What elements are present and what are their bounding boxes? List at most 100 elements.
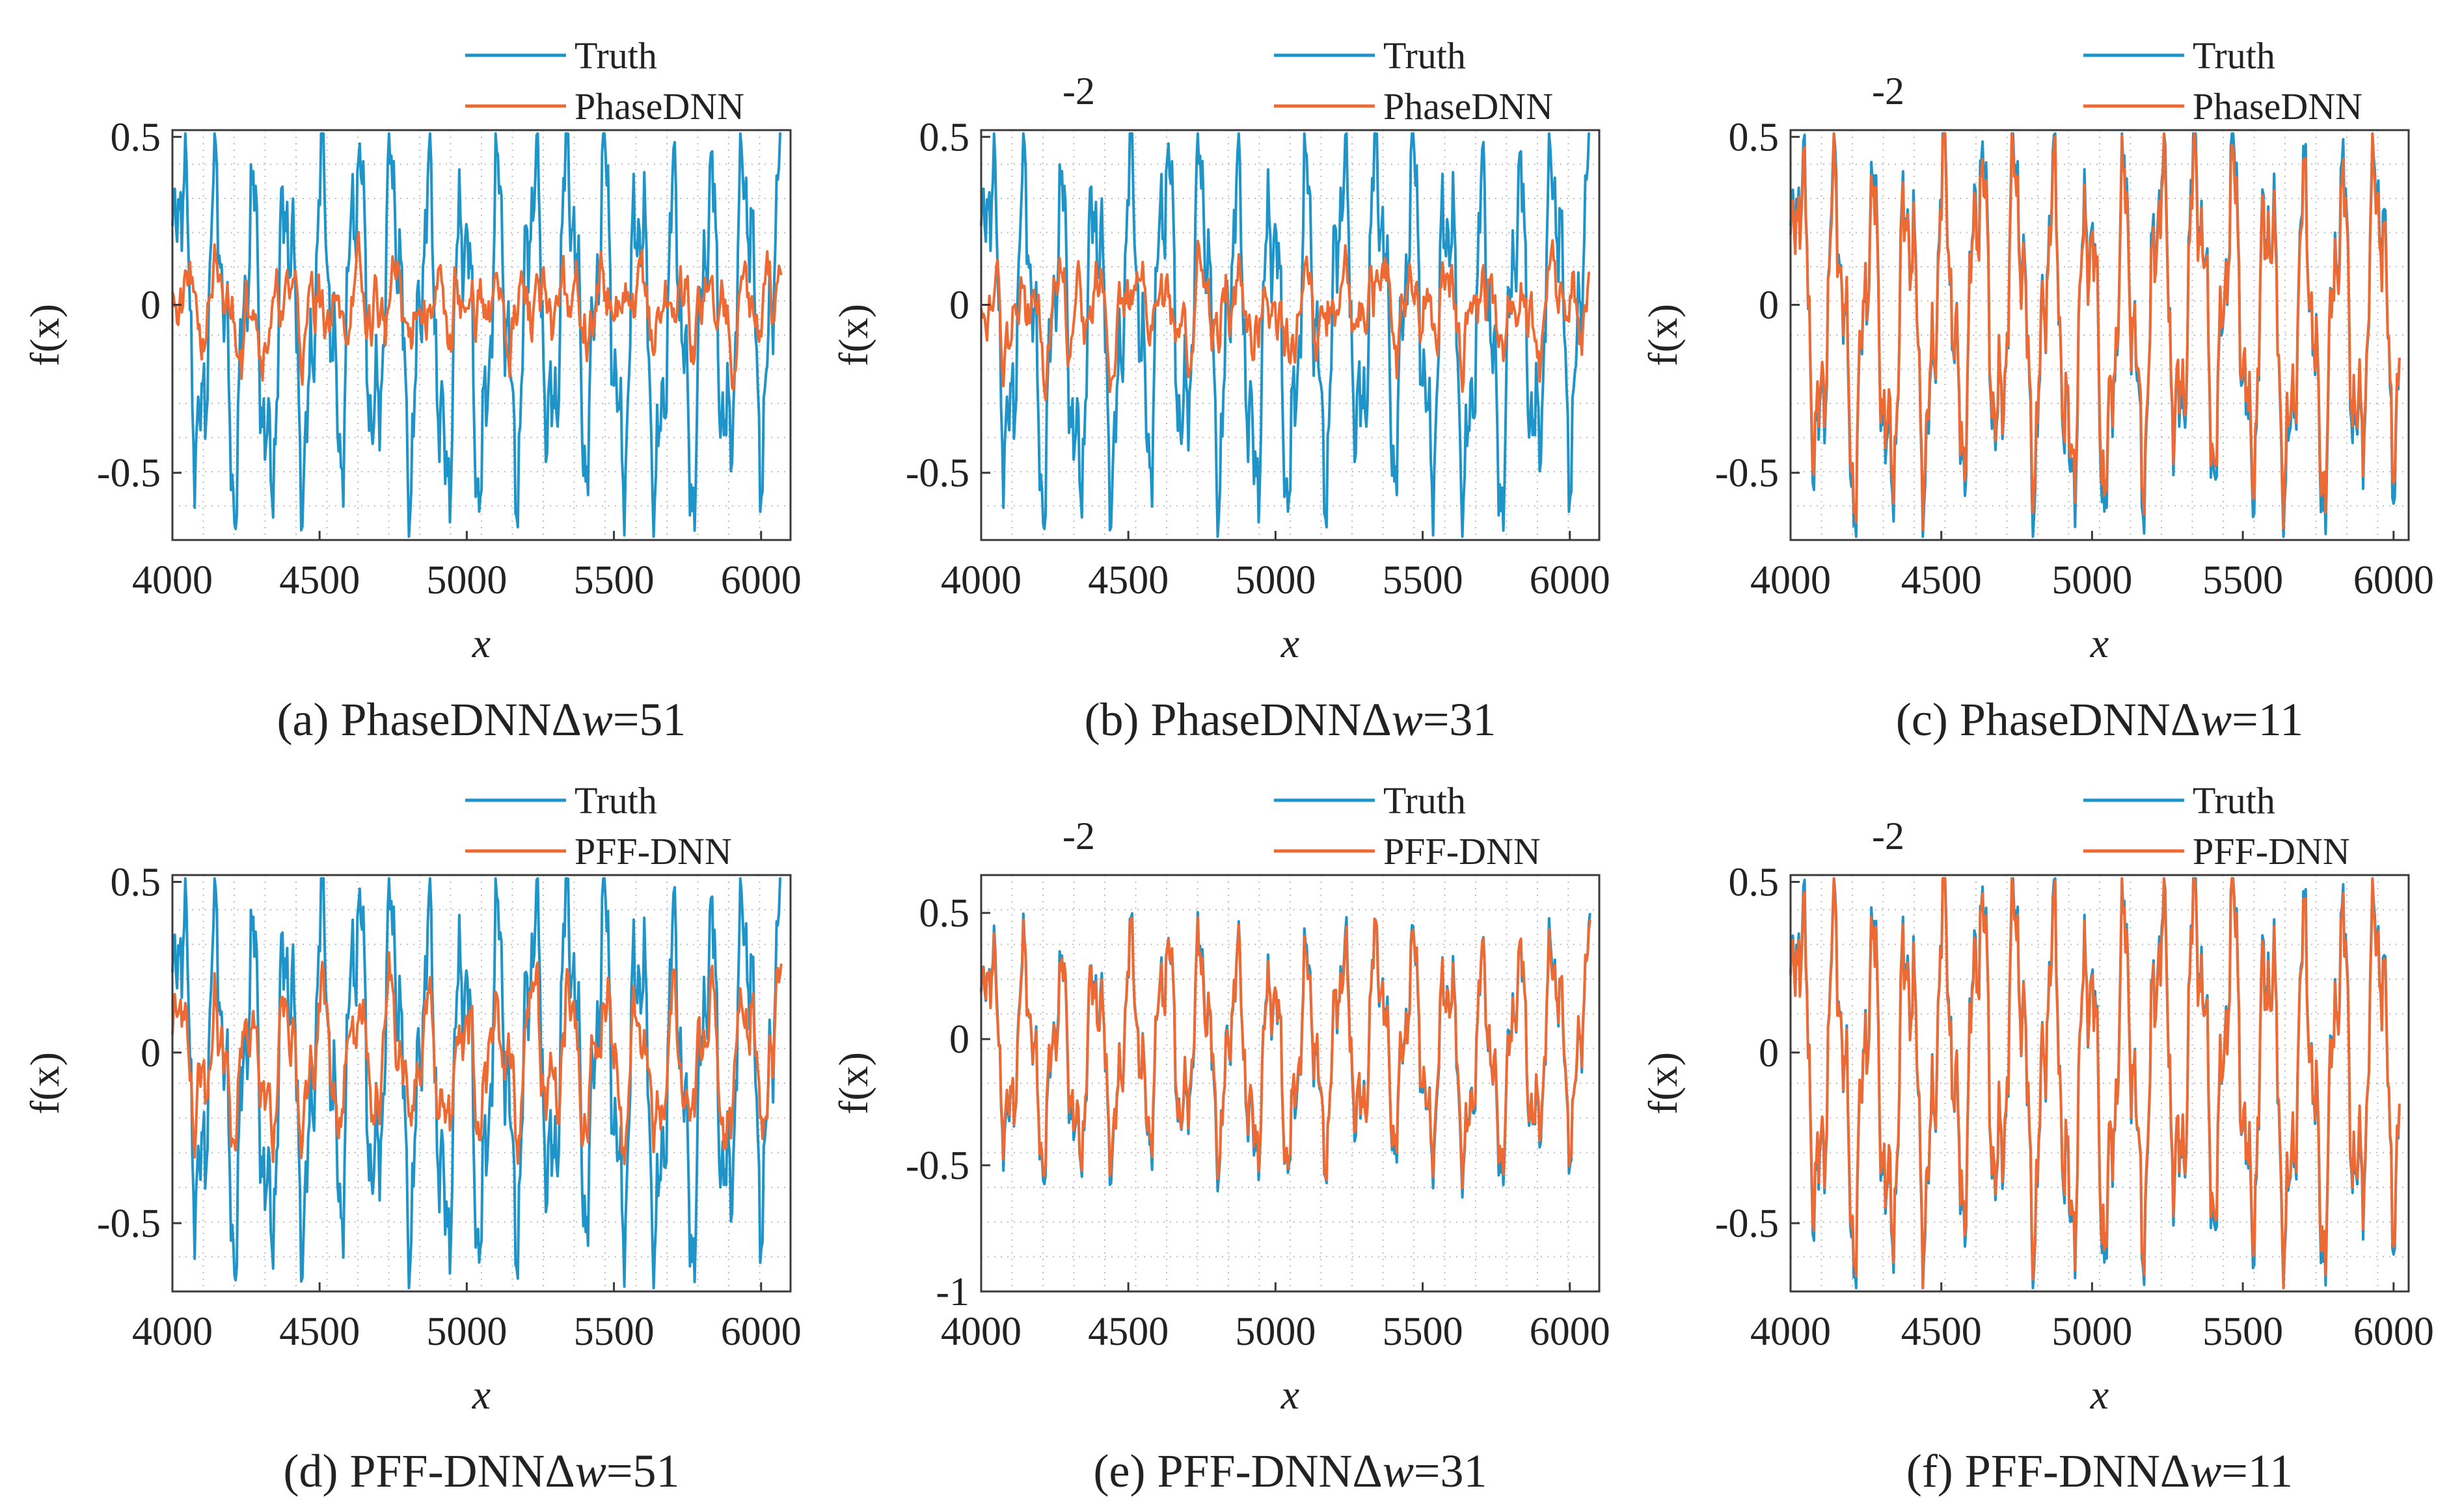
y-tick-label: -0.5 <box>1715 1202 1779 1246</box>
x-tick-label: 4500 <box>1901 558 1982 602</box>
legend-entry: PFF-DNN <box>2193 830 2350 872</box>
x-axis-label: x <box>2090 1371 2109 1418</box>
legend-entry: PhaseDNN <box>1383 85 1553 128</box>
x-tick-label: 5500 <box>574 558 655 602</box>
y-tick-label: 0.5 <box>919 891 970 936</box>
y-tick-label: 0 <box>141 284 161 328</box>
y-tick-label: -0.5 <box>906 452 969 496</box>
axis-exponent: -2 <box>1872 70 1904 113</box>
caption-prefix: (f) <box>1906 1445 1965 1497</box>
chart-caption: (c) PhaseDNNΔw=11 <box>1896 694 2303 746</box>
series-line-truth <box>171 132 781 538</box>
x-tick-label: 5000 <box>426 1310 507 1354</box>
x-axis-label: x <box>472 620 491 666</box>
chart-caption: (d) PFF-DNNΔw=51 <box>284 1445 680 1497</box>
x-tick-label: 4000 <box>132 1310 213 1354</box>
x-tick-label: 6000 <box>1530 1310 1610 1354</box>
x-tick-label: 4000 <box>1750 558 1831 602</box>
chart-panel-b: 4000 4500 5000 5500 6000 -0.5 0 0.5 -2 x f(x) Truth… <box>830 34 1610 746</box>
y-tick-label: 0.5 <box>111 860 161 904</box>
x-axis-label: x <box>472 1371 491 1418</box>
y-tick-label: -0.5 <box>97 1202 161 1246</box>
legend-entry: PFF-DNN <box>1383 830 1541 872</box>
x-tick-label: 5500 <box>1383 558 1463 602</box>
chart-panel-c: 4000 4500 5000 5500 6000 -0.5 0 0.5 -2 x f(x) Truth… <box>1640 34 2434 746</box>
axes-box <box>1789 129 2410 541</box>
y-tick-label: 0.5 <box>1729 860 1779 904</box>
x-tick-label: 4500 <box>279 558 360 602</box>
caption-prefix: (d) <box>284 1445 350 1497</box>
y-tick-label: -0.5 <box>1715 452 1779 496</box>
x-tick-label: 4500 <box>1088 1310 1169 1354</box>
caption-delta: Δ <box>2171 694 2200 746</box>
legend-entry: Truth <box>2193 34 2275 77</box>
caption-value: =51 <box>613 694 686 746</box>
caption-prefix: (e) <box>1094 1445 1157 1497</box>
caption-delta: Δ <box>1361 694 1391 746</box>
x-tick-label: 5000 <box>1235 1310 1316 1354</box>
chart-caption: (b) PhaseDNNΔw=31 <box>1085 694 1496 746</box>
legend-entry: Truth <box>2193 779 2275 822</box>
caption-method: PhaseDNN <box>1151 694 1362 746</box>
x-axis-label: x <box>2090 620 2109 666</box>
axis-exponent: -2 <box>1062 70 1095 113</box>
axes-box <box>171 874 792 1293</box>
legend-entry: Truth <box>575 779 657 822</box>
series-line-pff-dnn <box>1789 877 2401 1289</box>
chart-panel-f: 4000 4500 5000 5500 6000 -0.5 0 0.5 -2 x f(x) Truth… <box>1640 779 2434 1497</box>
x-axis-label: x <box>1280 620 1299 666</box>
axis-exponent: -2 <box>1062 815 1095 857</box>
axes-box <box>171 129 792 541</box>
x-tick-label: 6000 <box>1530 558 1610 602</box>
x-tick-label: 5500 <box>1383 1310 1463 1354</box>
caption-var: w <box>575 1445 606 1497</box>
x-tick-label: 6000 <box>2353 1310 2434 1354</box>
caption-prefix: (c) <box>1896 694 1960 746</box>
caption-delta: Δ <box>551 694 581 746</box>
y-tick-label: 0 <box>1759 284 1779 328</box>
x-tick-label: 4500 <box>1901 1310 1982 1354</box>
y-tick-label: -0.5 <box>97 452 161 496</box>
legend-entry: PFF-DNN <box>575 830 732 872</box>
caption-var: w <box>582 694 613 746</box>
caption-prefix: (a) <box>277 694 341 746</box>
x-tick-label: 5000 <box>426 558 507 602</box>
y-tick-label: -1 <box>936 1270 969 1314</box>
caption-method: PFF-DNN <box>349 1445 545 1497</box>
y-tick-label: 0 <box>141 1031 161 1075</box>
chart-caption: (e) PFF-DNNΔw=31 <box>1094 1445 1487 1497</box>
series-line-phasednn <box>1789 132 2401 531</box>
series-line-pff-dnn <box>980 916 1591 1190</box>
x-tick-label: 4500 <box>1088 558 1169 602</box>
series-line-pff-dnn <box>171 951 783 1165</box>
x-tick-label: 6000 <box>721 1310 802 1354</box>
x-tick-label: 4000 <box>1750 1310 1831 1354</box>
x-tick-label: 5500 <box>574 1310 655 1354</box>
x-tick-label: 5500 <box>2202 558 2283 602</box>
y-tick-label: 0.5 <box>111 115 161 159</box>
y-tick-label: 0.5 <box>919 115 970 159</box>
caption-method: PhaseDNN <box>341 694 552 746</box>
caption-value: =51 <box>606 1445 680 1497</box>
caption-method: PFF-DNN <box>1965 1445 2160 1497</box>
caption-value: =11 <box>2232 694 2303 746</box>
x-tick-label: 5000 <box>2051 558 2132 602</box>
legend-entry: PhaseDNN <box>2193 85 2362 128</box>
x-tick-label: 5000 <box>2051 1310 2132 1354</box>
axes-box <box>980 129 1601 541</box>
y-tick-label: 0 <box>1759 1031 1779 1075</box>
x-tick-label: 4000 <box>132 558 213 602</box>
legend-entry: Truth <box>1383 34 1466 77</box>
series-line-phasednn <box>171 230 783 391</box>
caption-value: =31 <box>1414 1445 1487 1497</box>
axes-box <box>980 874 1601 1293</box>
y-tick-label: -0.5 <box>906 1144 969 1188</box>
caption-var: w <box>2190 1445 2221 1497</box>
y-tick-label: 0.5 <box>1729 115 1779 159</box>
y-tick-label: 0 <box>949 1018 969 1062</box>
x-tick-label: 6000 <box>2353 558 2434 602</box>
y-axis-label: f(x) <box>830 1052 876 1114</box>
y-tick-label: 0 <box>949 284 969 328</box>
legend-entry: PhaseDNN <box>575 85 744 128</box>
